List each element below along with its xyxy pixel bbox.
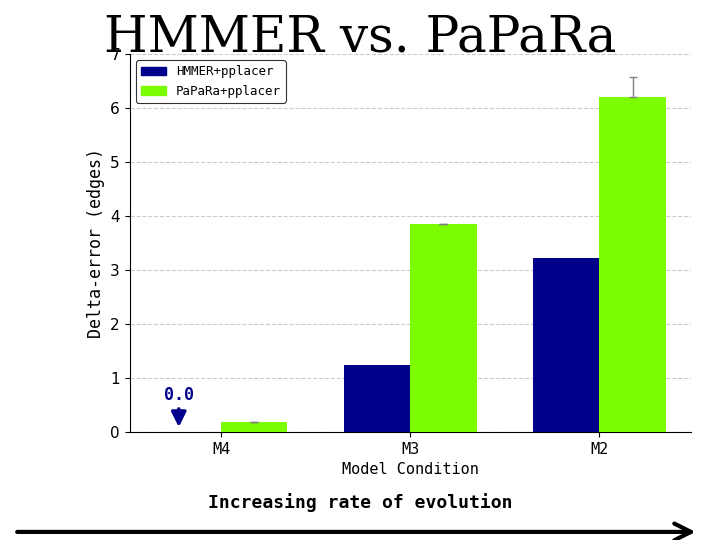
Legend: HMMER+pplacer, PaPaRa+pplacer: HMMER+pplacer, PaPaRa+pplacer: [136, 60, 286, 103]
Text: Increasing rate of evolution: Increasing rate of evolution: [208, 492, 512, 512]
Bar: [534, 258, 600, 432]
Bar: [410, 224, 477, 432]
Y-axis label: Delta-error (edges): Delta-error (edges): [86, 148, 104, 338]
Bar: [221, 422, 287, 432]
Bar: [600, 97, 666, 432]
Text: 0.0: 0.0: [163, 386, 194, 404]
Bar: [344, 364, 410, 432]
Text: HMMER vs. PaPaRa: HMMER vs. PaPaRa: [104, 14, 616, 63]
X-axis label: Model Condition: Model Condition: [342, 462, 479, 477]
